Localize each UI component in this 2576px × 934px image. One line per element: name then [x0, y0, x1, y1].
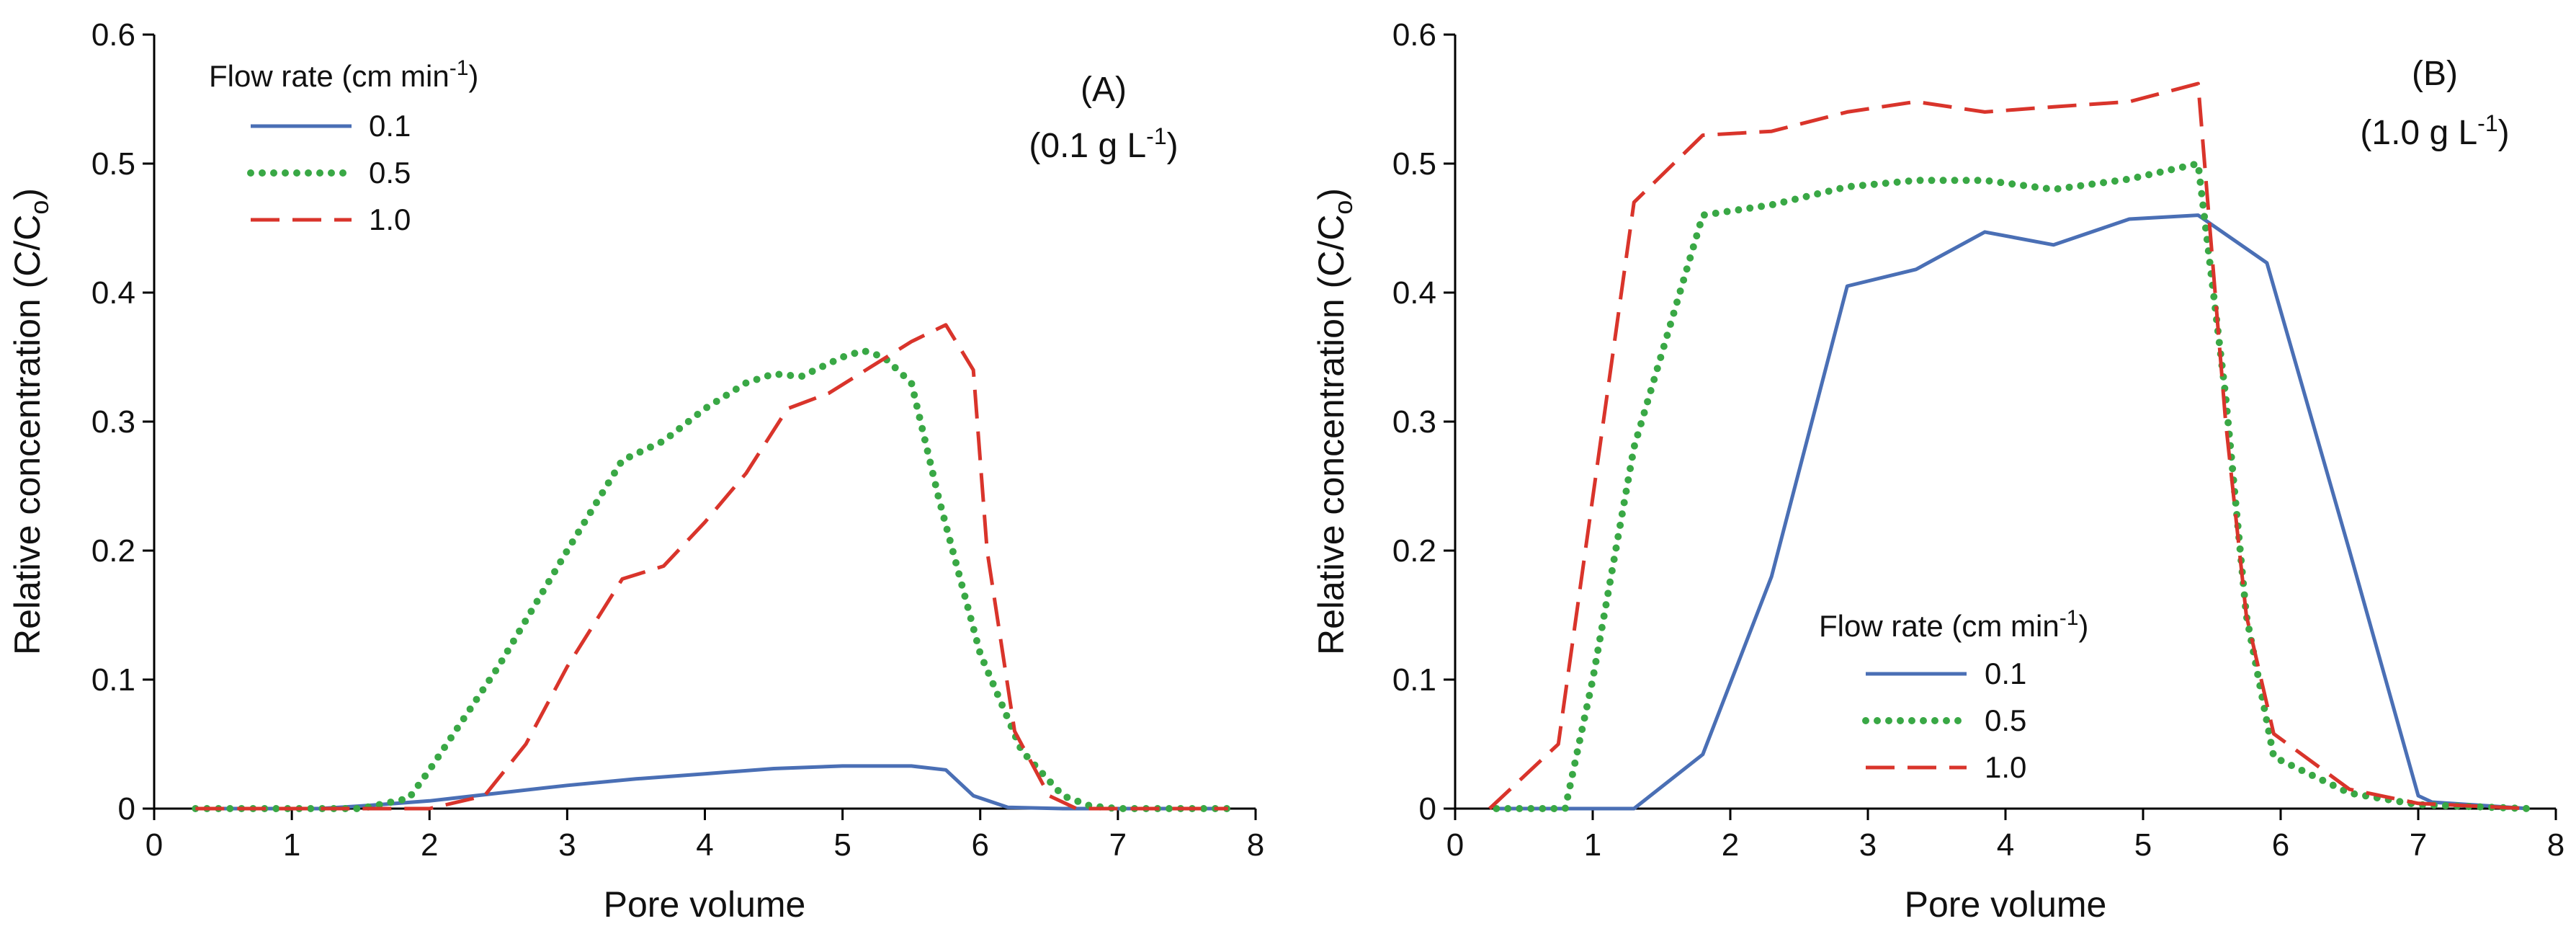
panel-a-y-tick-label: 0.1 [91, 662, 135, 698]
panel-a-x-axis-label: Pore volume [604, 884, 806, 925]
panel-a-x-tick-label: 1 [283, 827, 300, 863]
panel-b-title: (B) [2412, 55, 2458, 93]
panel-a-y-ticks: 0 0.1 0.2 0.3 0.4 0.5 0.6 [91, 17, 154, 827]
panel-b-legend-label-0.1: 0.1 [1985, 657, 2026, 690]
panel-b-legend-label-1.0: 1.0 [1985, 750, 2026, 784]
panel-a-legend-label-1.0: 1.0 [369, 203, 411, 236]
panel-a-concentration: (0.1 g L-1) [1029, 123, 1178, 165]
panel-b-x-tick-label: 4 [1997, 827, 2014, 863]
panel-a-series-0.1-solid-line [195, 764, 1228, 811]
panel-a-series-0.5-dotted-line [192, 347, 1232, 812]
panel-b-x-tick-label: 2 [1722, 827, 1739, 863]
panel-a-y-tick-label: 0.6 [91, 17, 135, 53]
panel-b-legend-title: Flow rate (cm min-1) [1819, 606, 2088, 643]
panel-b-y-tick-label: 0 [1419, 791, 1436, 827]
panel-a-series-1.0-dashed-line [195, 323, 1228, 811]
panel-b-x-tick-label: 7 [2410, 827, 2427, 863]
panel-b-y-axis-label: Relative concentration (C/Co) [1311, 188, 1358, 655]
panel-b-series-0.1-solid-line [1496, 213, 2528, 811]
panel-b-x-tick-label: 0 [1446, 827, 1464, 863]
panel-a-y-tick-label: 0.3 [91, 404, 135, 440]
panel-b-y-tick-label: 0.2 [1392, 533, 1436, 569]
panel-b-x-tick-label: 1 [1584, 827, 1601, 863]
panel-b-y-tick-label: 0.5 [1392, 146, 1436, 182]
panel-a: 0 1 2 3 4 5 6 7 8 0 0.1 0.2 0.3 0.4 0.5 0.6 Pore volum… [7, 17, 1264, 925]
panel-b-x-tick-label: 3 [1859, 827, 1877, 863]
panel-a-x-tick-label: 4 [696, 827, 713, 863]
panel-a-x-tick-label: 0 [146, 827, 163, 863]
panel-a-y-tick-label: 0.2 [91, 533, 135, 569]
panel-b-y-tick-label: 0.3 [1392, 404, 1436, 440]
panel-b-x-tick-label: 6 [2272, 827, 2289, 863]
panel-a-legend-label-0.5: 0.5 [369, 156, 411, 190]
panel-a-x-tick-label: 8 [1247, 827, 1264, 863]
panel-a-y-tick-label: 0.5 [91, 146, 135, 182]
panel-b-y-tick-label: 0.6 [1392, 17, 1436, 53]
panel-b-x-tick-label: 5 [2134, 827, 2152, 863]
panel-a-legend-title: Flow rate (cm min-1) [209, 56, 478, 93]
panel-a-y-tick-label: 0 [118, 791, 135, 827]
panel-b-legend-label-0.5: 0.5 [1985, 703, 2026, 737]
panel-a-series [192, 323, 1232, 812]
panel-a-y-axis-label: Relative concentration (C/Co) [7, 188, 54, 655]
panel-a-legend-label-0.1: 0.1 [369, 109, 411, 143]
panel-b-series [1488, 81, 2532, 812]
panel-a-title: (A) [1081, 71, 1127, 109]
panel-b-x-ticks: 0 1 2 3 4 5 6 7 8 [1446, 809, 2564, 863]
panel-a-x-tick-label: 6 [972, 827, 989, 863]
panel-a-y-tick-label: 0.4 [91, 275, 135, 311]
panel-a-x-tick-label: 2 [421, 827, 438, 863]
panel-b-series-1.0-dashed-line [1488, 81, 2528, 811]
panel-b-y-tick-label: 0.1 [1392, 662, 1436, 698]
panel-b-x-tick-label: 8 [2547, 827, 2564, 863]
panel-a-x-tick-label: 5 [833, 827, 851, 863]
panel-a-legend: Flow rate (cm min-1) 0.1 0.5 1.0 [209, 56, 478, 236]
panel-b-y-ticks: 0 0.1 0.2 0.3 0.4 0.5 0.6 [1392, 17, 1455, 827]
panel-b-concentration: (1.0 g L-1) [2360, 110, 2509, 152]
panel-a-x-ticks: 0 1 2 3 4 5 6 7 8 [146, 809, 1264, 863]
panel-b: 0 1 2 3 4 5 6 7 8 0 0.1 0.2 0.3 0.4 0.5 0.6 Pore volum… [1311, 17, 2564, 925]
panel-a-x-tick-label: 3 [558, 827, 576, 863]
panel-b-y-tick-label: 0.4 [1392, 275, 1436, 311]
panel-b-legend: Flow rate (cm min-1) 0.1 0.5 1.0 [1819, 606, 2088, 784]
panel-a-x-tick-label: 7 [1109, 827, 1127, 863]
panel-b-x-axis-label: Pore volume [1905, 884, 2107, 925]
